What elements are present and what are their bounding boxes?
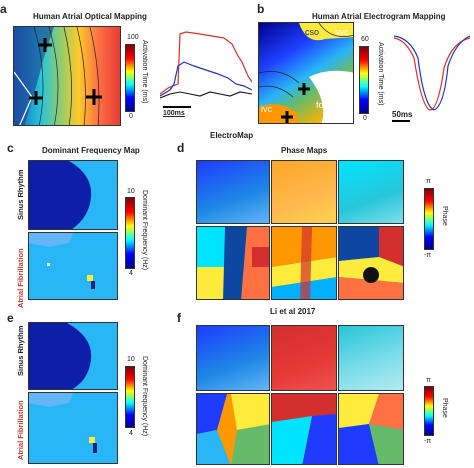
panel-c-title: Dominant Frequency Map (42, 146, 140, 155)
panel-letter-a: a (0, 2, 7, 16)
phase-map-af-li-1 (196, 393, 270, 465)
colorbar-d-max: π (426, 178, 431, 185)
colorbar-d-label: Phase (441, 206, 448, 226)
colorbar-c-min: 4 (129, 270, 133, 277)
panel-a-title: Human Atrial Optical Mapping (33, 12, 147, 21)
panel-letter-e: e (7, 311, 14, 325)
scale-bar-b-label: 50ms (392, 110, 413, 119)
phase-map-sinus-3 (338, 160, 404, 224)
colorbar-a-label: Activation Time (ms) (141, 40, 148, 104)
panel-b-title: Human Atrial Electrogram Mapping (312, 12, 446, 21)
panel-letter-f: f (177, 311, 181, 325)
map-label-svc: svc (335, 27, 349, 37)
colorbar-d (424, 188, 434, 250)
phase-map-sinus-li-2 (271, 325, 337, 391)
section-title-electromap: ElectroMap (210, 131, 254, 140)
colorbar-f-max: π (426, 377, 431, 384)
phase-map-sinus-li-3 (338, 325, 404, 391)
scale-bar-a-label: 100ms (163, 110, 185, 117)
map-label-ivc: ivc (261, 104, 272, 114)
panel-e-row-af: Atrial Fibrillation (16, 400, 25, 460)
section-title-li-et-al: Li et al 2017 (270, 307, 316, 316)
colorbar-a-max: 100 (127, 34, 139, 41)
phase-map-sinus-1 (196, 160, 270, 224)
colorbar-b-label: Activation Time (ms) (377, 42, 384, 106)
phase-map-af-3 (338, 226, 404, 300)
panel-letter-c: c (7, 141, 14, 155)
phase-map-sinus-2 (271, 160, 337, 224)
panel-letter-d: d (177, 141, 185, 155)
colorbar-e-label: Dominant Frequency (Hz) (141, 356, 148, 437)
colorbar-f-min: -π (424, 438, 432, 445)
dominant-frequency-map-af-li (28, 392, 118, 464)
optical-traces (160, 26, 252, 110)
colorbar-e-min: 4 (129, 430, 133, 437)
map-label-fossa: fossa (316, 100, 338, 110)
colorbar-f (424, 386, 434, 436)
panel-e-row-sinus: Sinus Rhythm (16, 325, 25, 376)
panel-c-row-af: Atrial Fibrillation (16, 248, 25, 308)
scale-bar-a (163, 106, 191, 108)
optical-activation-map (13, 26, 121, 126)
panel-c-row-sinus: Sinus Rhythm (16, 169, 25, 220)
colorbar-e-max: 10 (127, 356, 135, 363)
panel-letter-b: b (257, 2, 265, 16)
colorbar-c (125, 197, 135, 269)
map-label-cso: cso (305, 27, 320, 37)
colorbar-b-max: 60 (361, 36, 369, 43)
colorbar-b (359, 46, 369, 114)
scale-bar-b (392, 120, 410, 122)
colorbar-b-min: 0 (363, 115, 367, 122)
phase-map-af-1 (196, 226, 270, 300)
dominant-frequency-map-sinus-li (28, 322, 118, 390)
colorbar-a (125, 44, 135, 112)
phase-map-af-2 (271, 226, 337, 300)
dominant-frequency-map-af (28, 232, 118, 300)
colorbar-f-label: Phase (441, 398, 448, 418)
dominant-frequency-map-sinus (28, 160, 118, 230)
phase-map-sinus-li-1 (196, 325, 270, 391)
phase-map-af-li-3 (338, 393, 404, 465)
phase-map-af-li-2 (271, 393, 337, 465)
colorbar-c-label: Dominant Frequency (Hz) (141, 190, 148, 271)
colorbar-d-min: -π (424, 252, 432, 259)
electrogram-activation-map (258, 22, 354, 124)
colorbar-c-max: 10 (127, 188, 135, 195)
electrogram-traces (392, 28, 472, 118)
panel-d-title: Phase Maps (281, 146, 328, 155)
colorbar-a-min: 0 (129, 113, 133, 120)
colorbar-e (125, 366, 135, 428)
